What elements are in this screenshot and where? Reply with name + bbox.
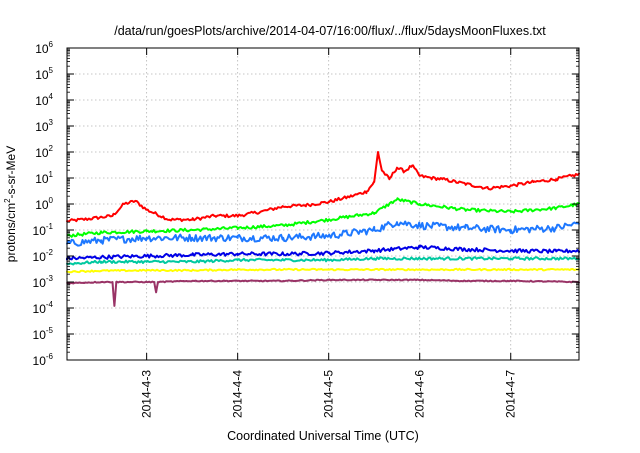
y-axis-ticks: 10-610-510-410-310-210-11001011021031041… <box>33 40 579 368</box>
series-line <box>66 278 580 307</box>
y-tick-label-base: 10 <box>35 146 49 160</box>
y-tick-label-exp: 2 <box>49 144 54 153</box>
y-tick-label: 101 <box>35 170 53 186</box>
y-tick-label-base: 10 <box>35 198 49 212</box>
series-line <box>66 256 580 266</box>
x-tick-label: 2014-4-5 <box>322 370 336 418</box>
y-tick-label-exp: -1 <box>46 222 54 231</box>
grid <box>67 48 579 360</box>
y-tick-label: 10-5 <box>33 326 54 342</box>
y-axis-label-base: protons/cm <box>4 203 18 262</box>
y-tick-label: 103 <box>35 118 53 134</box>
chart-title: /data/run/goesPlots/archive/2014-04-07/1… <box>114 24 546 38</box>
y-tick-label-exp: -6 <box>46 352 54 361</box>
y-tick-label-base: 10 <box>33 224 47 238</box>
x-tick-label: 2014-4-7 <box>504 370 518 418</box>
y-tick-label-exp: 0 <box>49 196 54 205</box>
y-tick-label: 10-2 <box>33 248 54 264</box>
y-tick-label: 105 <box>35 66 53 82</box>
x-tick-label: 2014-4-6 <box>413 370 427 418</box>
series-line <box>66 151 580 223</box>
series-line <box>66 267 580 274</box>
y-tick-label: 104 <box>35 92 53 108</box>
y-tick-label-exp: 4 <box>49 92 54 101</box>
y-tick-label-base: 10 <box>35 172 49 186</box>
series-line <box>66 244 580 261</box>
y-axis-label: protons/cm2-s-sr-MeV <box>3 146 18 262</box>
y-axis-label-sup: 2 <box>3 198 12 203</box>
series-line <box>66 197 580 238</box>
y-tick-label-exp: -3 <box>46 274 54 283</box>
y-tick-label-exp: -5 <box>46 326 54 335</box>
y-tick-label: 10-1 <box>33 222 54 238</box>
x-axis-label: Coordinated Universal Time (UTC) <box>227 429 419 443</box>
y-tick-label: 100 <box>35 196 53 212</box>
x-tick-label: 2014-4-4 <box>231 370 245 418</box>
x-tick-label: 2014-4-3 <box>140 370 154 418</box>
y-axis-label-rest: -s-sr-MeV <box>4 146 18 199</box>
y-tick-label-exp: 6 <box>49 40 54 49</box>
y-tick-label-base: 10 <box>33 354 47 368</box>
y-tick-label-exp: 5 <box>49 66 54 75</box>
y-tick-label: 10-6 <box>33 352 54 368</box>
x-axis-ticks: 2014-4-3 2014-4-4 2014-4-5 2014-4-6 2014-4-7 <box>140 48 518 418</box>
y-tick-label: 106 <box>35 40 53 56</box>
y-tick-label-base: 10 <box>33 302 47 316</box>
y-tick-label-base: 10 <box>35 68 49 82</box>
y-tick-label-exp: 1 <box>49 170 54 179</box>
y-tick-label: 10-3 <box>33 274 54 290</box>
y-tick-label-exp: 3 <box>49 118 54 127</box>
series-line <box>66 220 580 247</box>
y-tick-label: 10-4 <box>33 300 54 316</box>
y-tick-label: 102 <box>35 144 53 160</box>
y-tick-label-base: 10 <box>35 120 49 134</box>
series-layer <box>66 151 580 307</box>
y-tick-label-base: 10 <box>33 276 47 290</box>
y-tick-label-exp: -2 <box>46 248 54 257</box>
y-tick-label-base: 10 <box>33 250 47 264</box>
y-tick-label-base: 10 <box>35 42 49 56</box>
y-tick-label-base: 10 <box>33 328 47 342</box>
y-tick-label-exp: -4 <box>46 300 54 309</box>
y-tick-label-base: 10 <box>35 94 49 108</box>
